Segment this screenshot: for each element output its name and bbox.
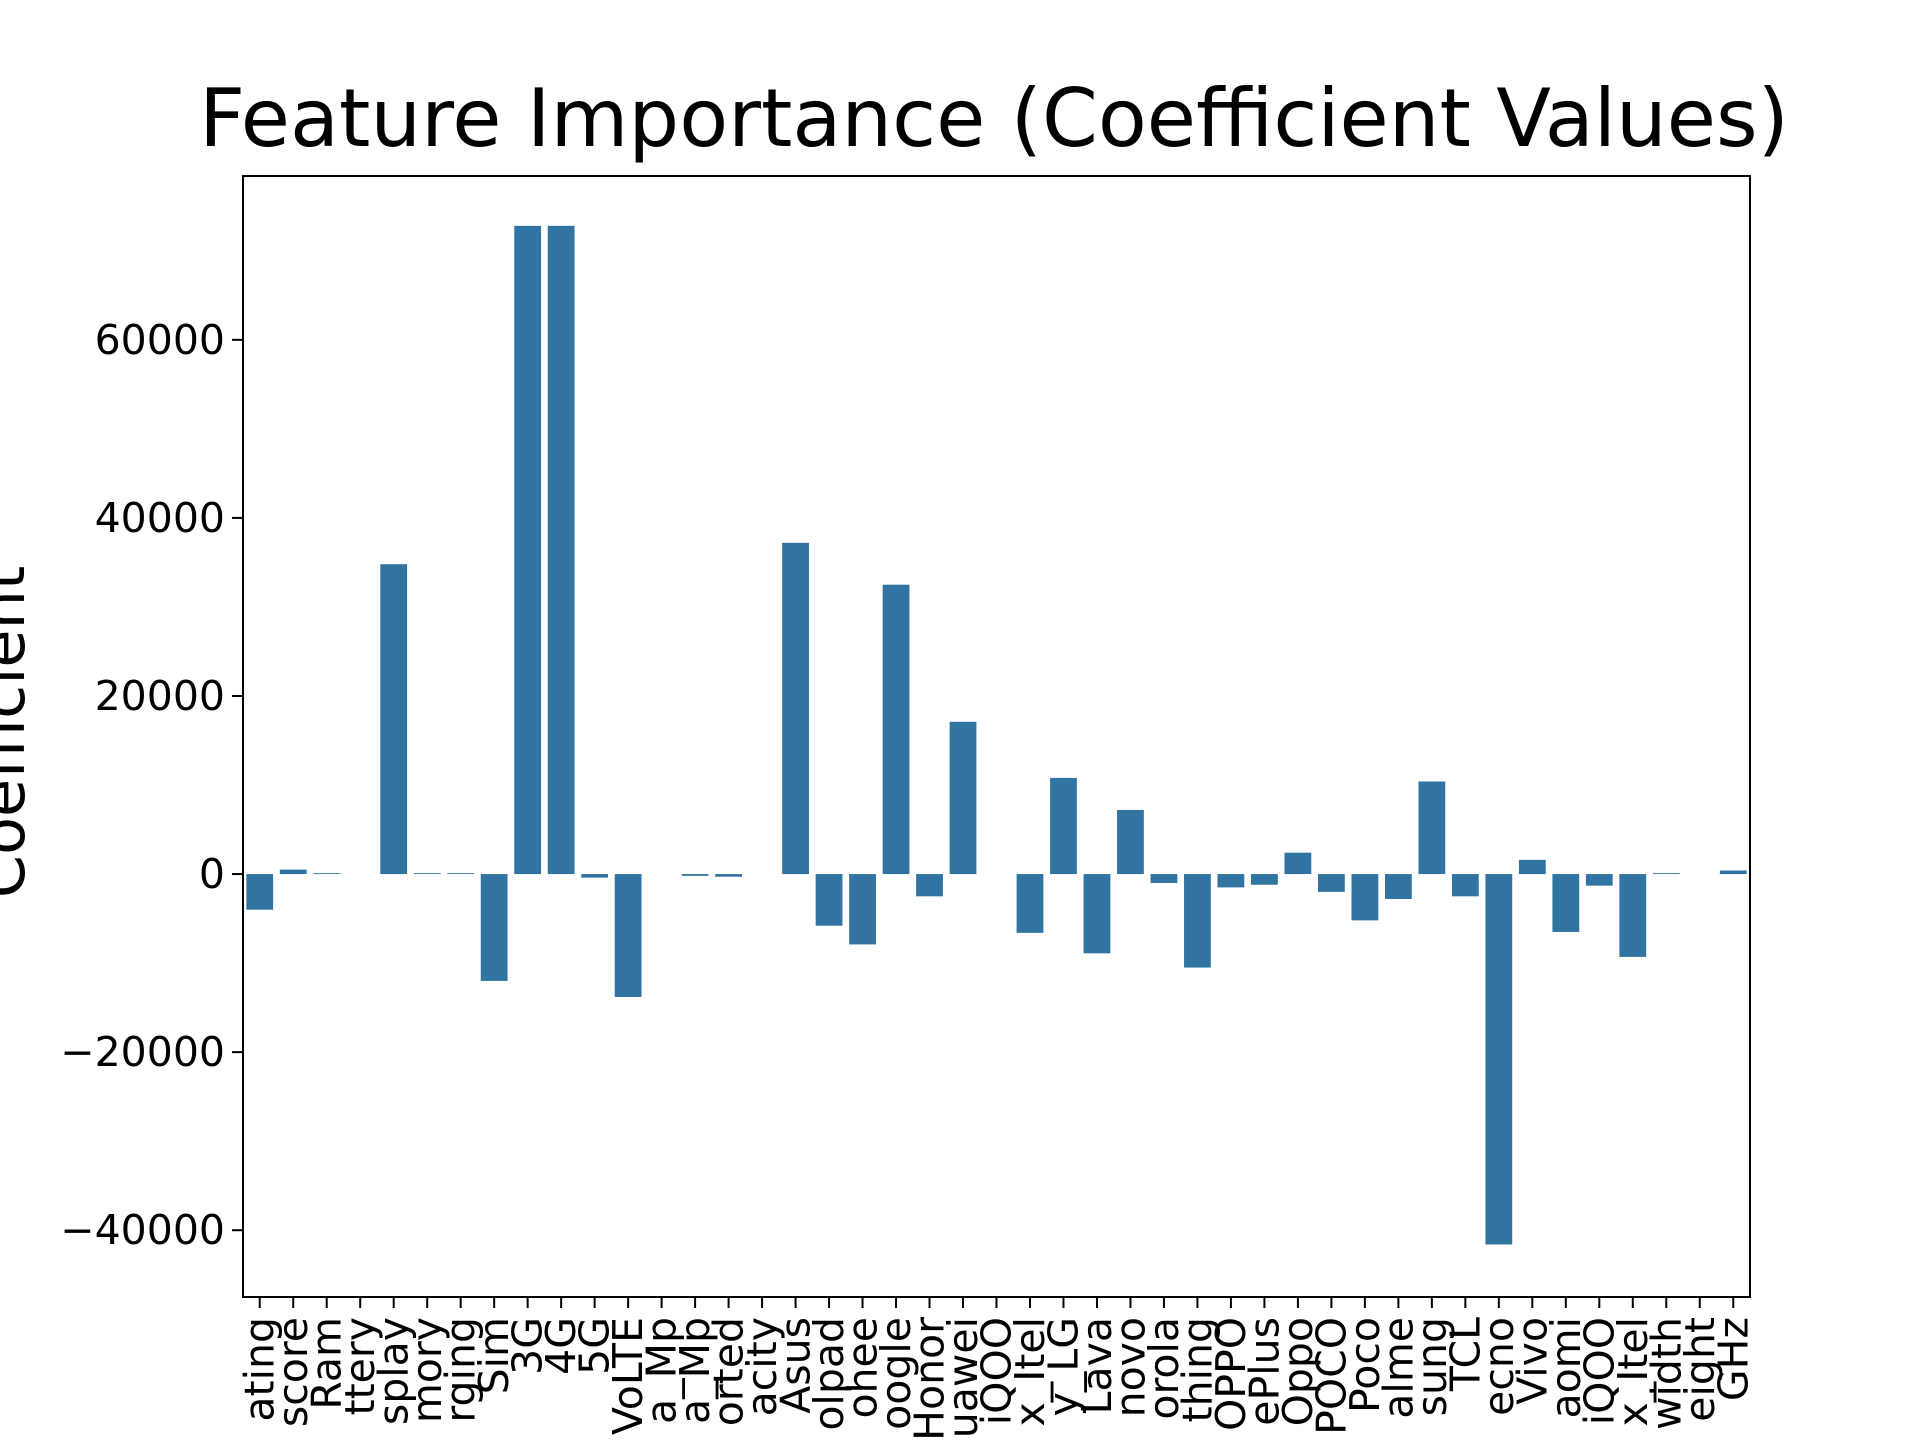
x-tick-label: score [269,1317,317,1427]
bar [480,874,508,981]
x-tick-label: olpad [805,1317,853,1431]
bar [1184,874,1211,968]
x-tick-label: sung [1408,1317,1456,1416]
x-tick-label: Vivo [1508,1317,1556,1405]
y-tick-label: −40000 [60,1206,225,1254]
bar [1150,874,1178,883]
bar [1251,874,1278,885]
plot-frame [242,175,1751,1298]
bar [1585,874,1613,886]
bar [413,873,441,875]
bar [1451,874,1479,897]
x-tick-label: Oppo [1274,1317,1322,1426]
bar [246,874,274,910]
x-tick-label: ohee [839,1317,887,1419]
x-tick-label: Sim [470,1317,518,1394]
bar [1016,874,1044,933]
bar [949,721,977,875]
bar [1083,874,1111,954]
bar [681,874,709,876]
bar [1284,852,1312,875]
x-tick-label: alme [1374,1317,1422,1419]
bar [1485,874,1513,1245]
x-tick-label: POCO [1307,1317,1355,1435]
bar [614,874,642,997]
bar [849,874,876,945]
x-tick-label: Poco [1341,1317,1389,1413]
y-tick-label: 60000 [95,316,225,364]
x-tick-label: width [1642,1317,1690,1430]
x-tick-label: a_Mp [671,1317,719,1424]
x-tick-label: 4G [537,1317,585,1375]
x-tick-label: Asus [772,1317,820,1414]
x-tick-label: Honor [906,1317,954,1440]
x-tick-label: ating [236,1317,284,1422]
bar [1619,874,1647,957]
bar [882,584,910,875]
x-tick-label: 5G [571,1317,619,1375]
bar [1317,874,1345,892]
x-tick-label: ecno [1475,1317,1523,1416]
bar [1652,873,1680,875]
bar [1384,874,1412,899]
bar [1351,874,1379,921]
chart-title: Feature Importance (Coefficient Values) [199,72,1789,165]
x-tick-label: oogle [872,1317,920,1430]
bar [514,225,542,875]
x-tick-label: Ram [303,1317,351,1410]
bar [547,225,575,875]
bar [1117,809,1144,875]
y-tick-label: 20000 [95,672,225,720]
x-tick-label: eight [1676,1317,1724,1422]
bar [782,542,809,875]
x-tick-label: x_Itel [1006,1317,1054,1427]
x-tick-label: acity [738,1317,786,1416]
bar [1719,870,1747,875]
y-tick-label: 40000 [95,494,225,542]
y-tick-label: −20000 [60,1028,225,1076]
bar [715,874,742,877]
x-tick-label: 3G [504,1317,552,1375]
x-tick-label: x_Itel [1609,1317,1657,1427]
x-tick-label: rging [437,1317,485,1423]
bar [1552,874,1580,932]
x-tick-label: orola [1140,1317,1188,1420]
x-tick-label: mory [403,1317,451,1423]
x-tick-label: VoLTE [604,1317,652,1435]
x-tick-label: GHz [1709,1317,1757,1401]
bar [279,869,307,875]
bar [916,874,943,897]
x-tick-label: OPPO [1207,1317,1255,1431]
bar [581,874,609,878]
bar [1418,781,1446,875]
x-tick-label: TCL [1441,1317,1489,1392]
bar [380,564,408,875]
y-tick-label: 0 [199,850,225,898]
bar [1217,874,1245,888]
x-tick-label: iQOO [973,1317,1021,1425]
x-tick-label: y_LG [1039,1317,1087,1416]
x-tick-label: splay [370,1317,418,1425]
bar [313,873,341,875]
x-tick-label: Lava [1073,1317,1121,1414]
bar [1050,777,1077,875]
y-axis-label: Coefficient [0,566,39,898]
bar [815,874,843,926]
x-tick-label: uawei [939,1317,987,1438]
x-tick-label: ttery [336,1317,384,1416]
x-tick-label: thing [1173,1317,1221,1422]
x-tick-label: orted [705,1317,753,1426]
bar [1518,859,1546,875]
bar [447,873,475,875]
x-tick-label: iQOO [1575,1317,1623,1425]
x-tick-label: aomi [1542,1317,1590,1419]
x-tick-label: novo [1106,1317,1154,1417]
x-tick-label: a_Mp [638,1317,686,1424]
x-tick-label: ePlus [1240,1317,1288,1426]
